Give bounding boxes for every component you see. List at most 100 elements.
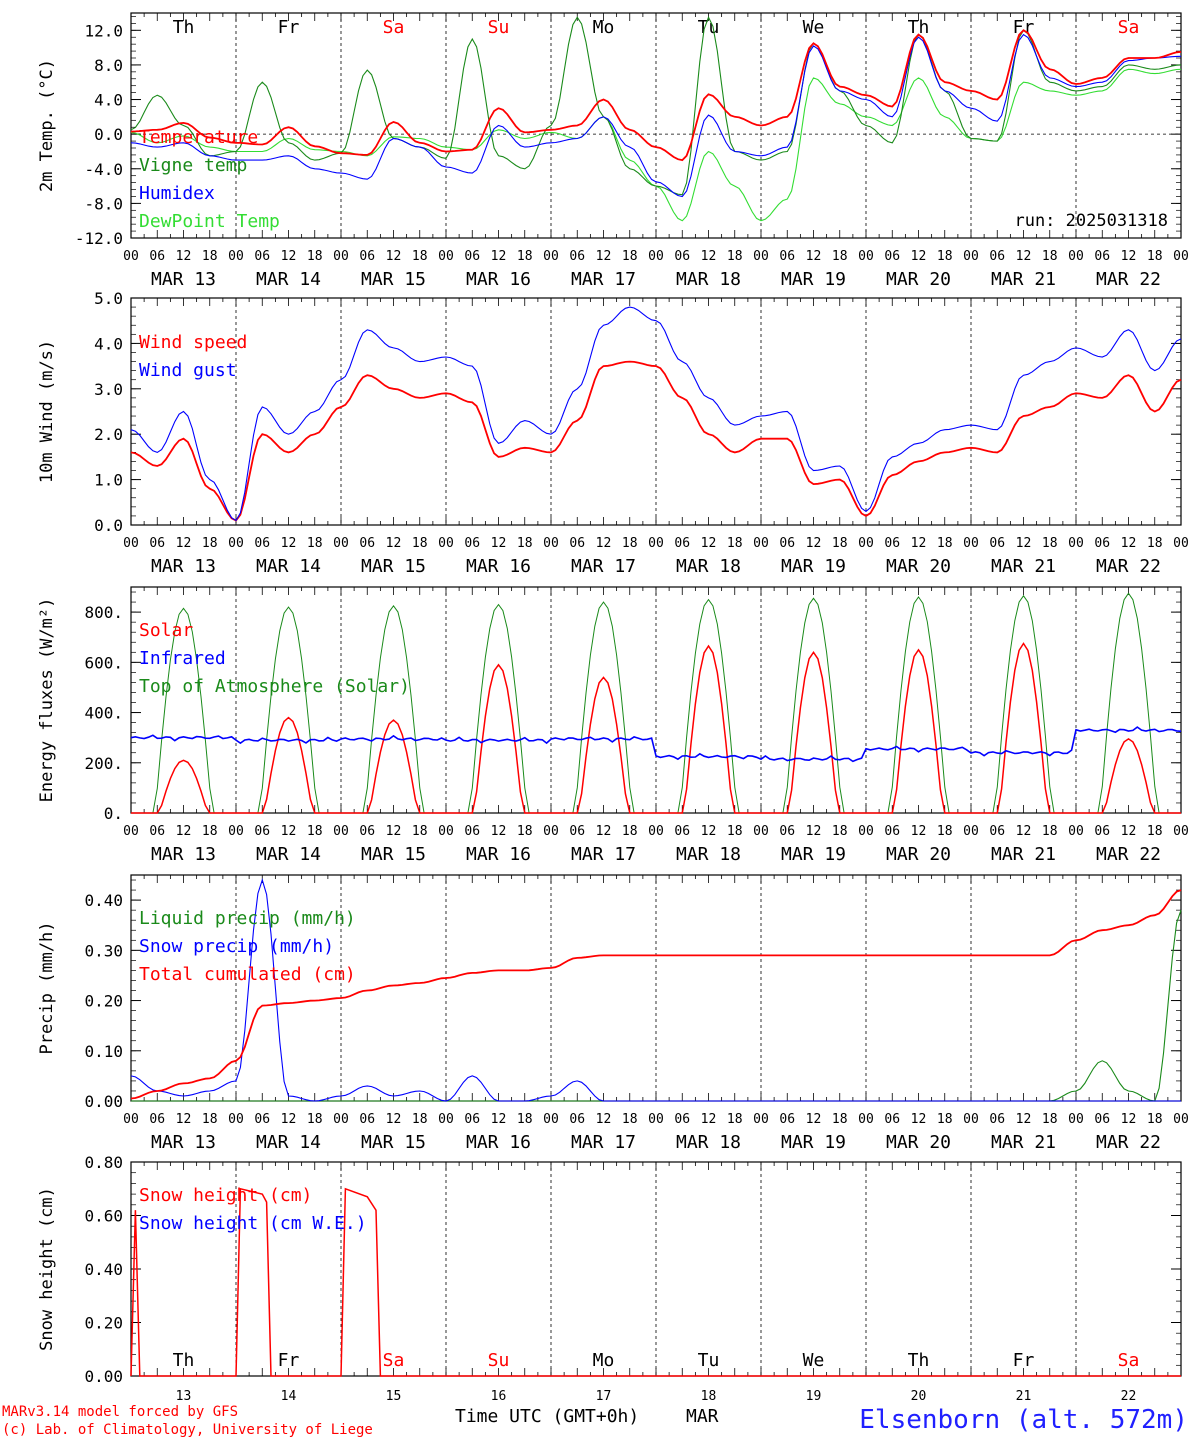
hour-tick-label: 18 — [832, 536, 848, 551]
hour-tick-label: 06 — [464, 249, 480, 264]
date-label: MAR 17 — [571, 269, 636, 290]
y-tick-label: 800. — [84, 603, 123, 622]
weekday-label: Mo — [593, 17, 615, 38]
hour-tick-label: 06 — [989, 824, 1005, 839]
series-line-1 — [130, 15, 1182, 196]
hour-tick-label: 18 — [622, 249, 638, 264]
weekday-label: We — [803, 17, 825, 38]
legend-entry: Liquid precip (mm/h) — [139, 908, 356, 929]
hour-tick-label: 12 — [281, 536, 297, 551]
y-tick-label: 8.0 — [94, 56, 123, 75]
y-tick-label: 400. — [84, 704, 123, 723]
hour-tick-label: 18 — [622, 536, 638, 551]
date-label: MAR 14 — [256, 844, 321, 865]
day-number-label: 20 — [911, 1389, 927, 1404]
hour-tick-label: 18 — [412, 249, 428, 264]
hour-tick-label: 00 — [648, 1112, 664, 1127]
legend-entry: Snow precip (mm/h) — [139, 936, 334, 957]
hour-tick-label: 12 — [911, 1112, 927, 1127]
hour-tick-label: 18 — [1147, 536, 1163, 551]
day-number-label: 13 — [176, 1389, 192, 1404]
series-line-1 — [130, 306, 1182, 522]
weekday-label: Sa — [383, 1350, 405, 1371]
hour-tick-label: 06 — [674, 536, 690, 551]
date-label: MAR 19 — [781, 556, 846, 577]
date-label: MAR 22 — [1096, 556, 1161, 577]
hour-tick-label: 00 — [753, 824, 769, 839]
hour-tick-label: 06 — [569, 1112, 585, 1127]
hour-tick-label: 18 — [412, 824, 428, 839]
hour-tick-label: 12 — [386, 536, 402, 551]
y-tick-label: 200. — [84, 754, 123, 773]
hour-tick-label: 06 — [149, 1112, 165, 1127]
hour-tick-label: 06 — [359, 1112, 375, 1127]
y-axis-label: Precip (mm/h) — [37, 921, 57, 1054]
station-label: Elsenborn (alt. 572m) — [859, 1405, 1188, 1435]
hour-tick-label: 18 — [202, 249, 218, 264]
hour-tick-label: 00 — [438, 824, 454, 839]
hour-tick-label: 06 — [779, 1112, 795, 1127]
hour-tick-label: 18 — [937, 1112, 953, 1127]
y-tick-label: 0.60 — [84, 1207, 123, 1226]
hour-tick-label: 06 — [989, 249, 1005, 264]
y-axis-label: 10m Wind (m/s) — [37, 340, 57, 483]
hour-tick-label: 00 — [1173, 249, 1189, 264]
hour-tick-label: 00 — [753, 249, 769, 264]
hour-tick-label: 18 — [307, 536, 323, 551]
hour-tick-label: 00 — [963, 824, 979, 839]
weekday-label: Th — [908, 17, 930, 38]
series-line-2 — [130, 33, 1182, 198]
hour-tick-label: 18 — [937, 824, 953, 839]
y-tick-label: 4.0 — [94, 334, 123, 353]
hour-tick-label: 12 — [491, 249, 507, 264]
hour-tick-label: 00 — [858, 824, 874, 839]
y-axis-label: Snow height (cm) — [37, 1187, 57, 1351]
series-line-snow-0 — [130, 1187, 1181, 1377]
hour-tick-label: 00 — [333, 824, 349, 839]
hour-tick-label: 12 — [911, 249, 927, 264]
hour-tick-label: 00 — [543, 824, 559, 839]
hour-tick-label: 18 — [307, 249, 323, 264]
hour-tick-label: 06 — [674, 824, 690, 839]
date-label: MAR 16 — [466, 556, 531, 577]
legend-entry: Snow height (cm W.E.) — [139, 1213, 367, 1234]
hour-tick-label: 00 — [228, 536, 244, 551]
hour-tick-label: 00 — [858, 536, 874, 551]
y-tick-label: 0.00 — [84, 1367, 123, 1386]
weekday-label: We — [803, 1350, 825, 1371]
date-label: MAR 22 — [1096, 844, 1161, 865]
hour-tick-label: 06 — [1094, 249, 1110, 264]
y-tick-label: 3.0 — [94, 380, 123, 399]
y-tick-label: 1.0 — [94, 471, 123, 490]
hour-tick-label: 00 — [333, 1112, 349, 1127]
hour-tick-label: 12 — [806, 249, 822, 264]
y-tick-label: 12.0 — [84, 21, 123, 40]
hour-tick-label: 12 — [1016, 1112, 1032, 1127]
weekday-label: Su — [488, 1350, 510, 1371]
legend-entry: Top of Atmosphere (Solar) — [139, 676, 410, 697]
date-label: MAR 21 — [991, 269, 1056, 290]
y-tick-label: -4.0 — [84, 160, 123, 179]
y-tick-label: 0.20 — [84, 1314, 123, 1333]
hour-tick-label: 18 — [1042, 249, 1058, 264]
date-label: MAR 13 — [151, 269, 216, 290]
hour-tick-label: 18 — [517, 824, 533, 839]
credit-line-1: MARv3.14 model forced by GFS — [2, 1404, 238, 1420]
date-label: MAR 21 — [991, 844, 1056, 865]
date-label: MAR 18 — [676, 1132, 741, 1153]
hour-tick-label: 18 — [307, 824, 323, 839]
hour-tick-label: 12 — [491, 1112, 507, 1127]
hour-tick-label: 06 — [884, 824, 900, 839]
hour-tick-label: 12 — [491, 536, 507, 551]
hour-tick-label: 00 — [648, 249, 664, 264]
date-label: MAR 15 — [361, 844, 426, 865]
hour-tick-label: 18 — [1042, 824, 1058, 839]
hour-tick-label: 06 — [149, 249, 165, 264]
hour-tick-label: 00 — [1173, 1112, 1189, 1127]
weekday-label: Th — [908, 1350, 930, 1371]
hour-tick-label: 18 — [727, 824, 743, 839]
hour-tick-label: 06 — [884, 249, 900, 264]
hour-tick-label: 18 — [937, 536, 953, 551]
hour-tick-label: 12 — [596, 249, 612, 264]
hour-tick-label: 06 — [149, 824, 165, 839]
